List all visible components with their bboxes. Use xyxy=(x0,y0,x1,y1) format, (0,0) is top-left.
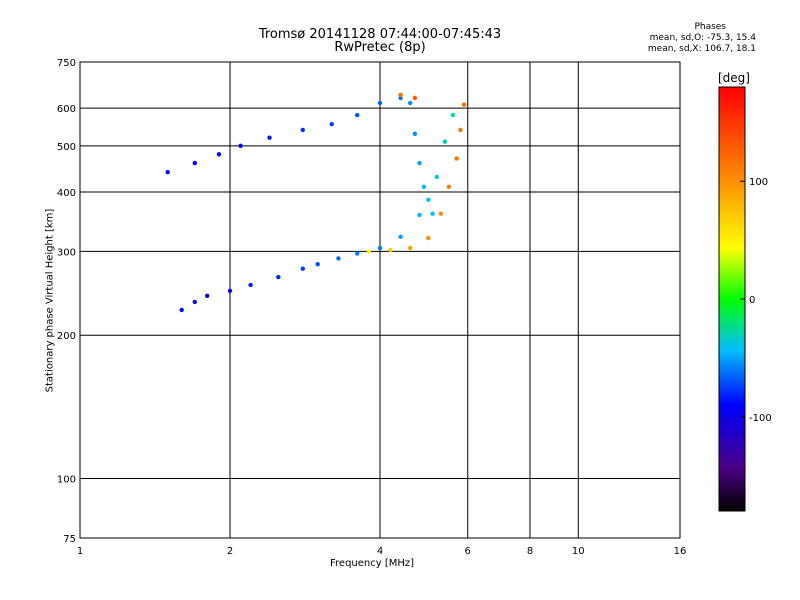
data-point xyxy=(315,262,320,267)
data-point xyxy=(412,95,418,101)
data-point xyxy=(276,274,281,280)
y-tick-label: 200 xyxy=(57,331,76,342)
stats-line-x: mean, sd,X: 106.7, 18.1 xyxy=(647,44,756,54)
y-tick-label: 75 xyxy=(63,534,76,545)
data-point xyxy=(267,135,272,140)
data-point xyxy=(426,197,431,202)
x-tick-labels: 1 2 4 6 8 10 16 xyxy=(77,546,687,557)
data-point xyxy=(430,211,435,216)
data-point xyxy=(408,245,413,251)
y-tick-label: 500 xyxy=(57,142,76,153)
data-point xyxy=(398,92,403,98)
data-point xyxy=(450,112,455,118)
data-point xyxy=(205,293,210,298)
x-tick-label: 1 xyxy=(77,546,83,557)
colorbar-ticks: -100 0 100 xyxy=(740,177,772,424)
data-point xyxy=(355,251,360,256)
x-tick-label: 6 xyxy=(465,546,471,557)
colorbar-tick-label: 0 xyxy=(749,295,755,306)
data-point xyxy=(454,156,459,161)
colorbar-tick-label: 100 xyxy=(749,177,768,188)
x-axis-label: Frequency [MHz] xyxy=(330,558,415,569)
points-layer xyxy=(165,92,467,313)
data-point xyxy=(377,245,383,251)
x-tick-label: 8 xyxy=(527,546,533,557)
data-point xyxy=(238,143,243,148)
data-point xyxy=(438,211,444,216)
data-point xyxy=(300,266,305,271)
data-point xyxy=(434,174,439,180)
data-point xyxy=(458,127,463,133)
data-point xyxy=(300,127,305,133)
data-point xyxy=(192,299,197,305)
y-tick-labels: 75 100 200 300 400 500 600 750 xyxy=(57,58,76,545)
data-point xyxy=(165,170,170,175)
data-point xyxy=(248,282,253,288)
colorbar-label: [deg] xyxy=(718,71,750,85)
stats-title: Phases xyxy=(694,22,726,32)
x-tick-label: 4 xyxy=(377,546,383,557)
colorbar-tick-label: -100 xyxy=(749,413,772,424)
data-point xyxy=(216,152,222,157)
data-point xyxy=(366,249,372,254)
data-point xyxy=(179,307,184,313)
data-point xyxy=(192,160,197,166)
stats-panel: Phases mean, sd,O: -75.3, 15.4 mean, sd,… xyxy=(648,22,756,55)
y-tick-label: 600 xyxy=(57,104,76,115)
data-point xyxy=(408,100,413,106)
data-point xyxy=(388,247,393,253)
data-point xyxy=(377,100,383,106)
data-point xyxy=(329,122,334,127)
plot-frame xyxy=(79,61,681,539)
data-point xyxy=(461,102,467,107)
data-point xyxy=(426,235,431,241)
y-tick-label: 400 xyxy=(57,188,76,199)
data-point xyxy=(398,234,403,239)
data-point xyxy=(446,184,452,189)
data-point xyxy=(442,139,448,144)
x-tick-label: 10 xyxy=(572,546,585,557)
y-tick-label: 300 xyxy=(57,247,76,258)
data-point xyxy=(417,160,422,166)
x-tick-label: 16 xyxy=(674,546,687,557)
data-point xyxy=(421,184,427,189)
y-tick-label: 750 xyxy=(57,58,76,69)
chart-subtitle: RwPretec (8p) xyxy=(334,40,426,55)
stats-line-o: mean, sd,O: -75.3, 15.4 xyxy=(649,33,756,43)
x-tick-label: 2 xyxy=(227,546,233,557)
data-point xyxy=(398,95,403,101)
grid-layer xyxy=(80,62,680,538)
data-point xyxy=(412,131,418,136)
data-point xyxy=(417,212,422,218)
data-point xyxy=(355,112,360,118)
data-point xyxy=(336,256,341,261)
chart-title: Tromsø 20141128 07:44:00-07:45:43 xyxy=(258,27,502,42)
data-point xyxy=(227,288,233,293)
y-tick-label: 100 xyxy=(57,475,76,486)
